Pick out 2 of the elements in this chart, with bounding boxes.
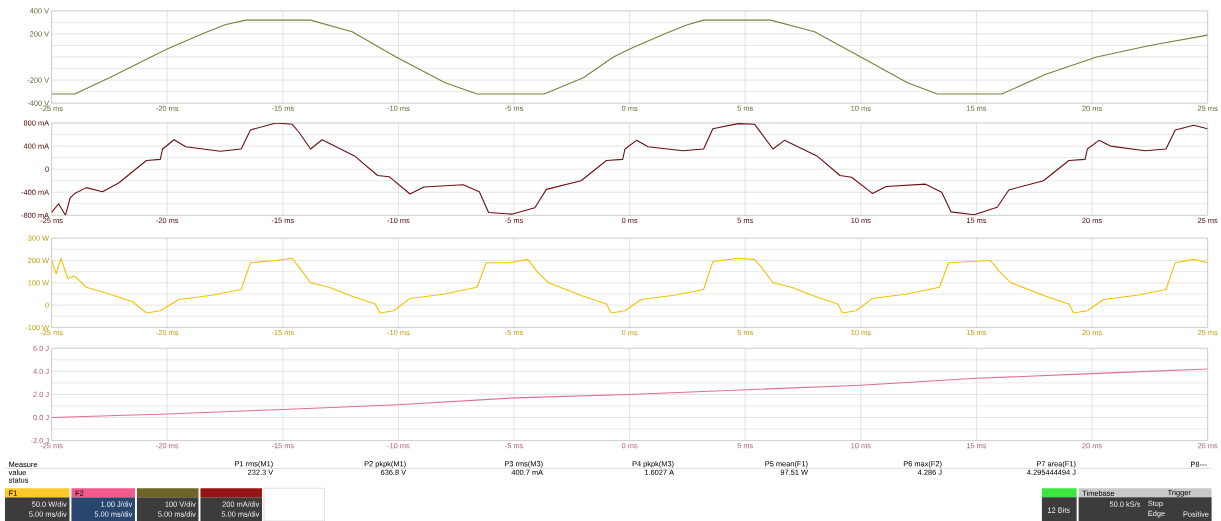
- line-series: [51, 122, 1208, 216]
- line-series: [51, 257, 1208, 314]
